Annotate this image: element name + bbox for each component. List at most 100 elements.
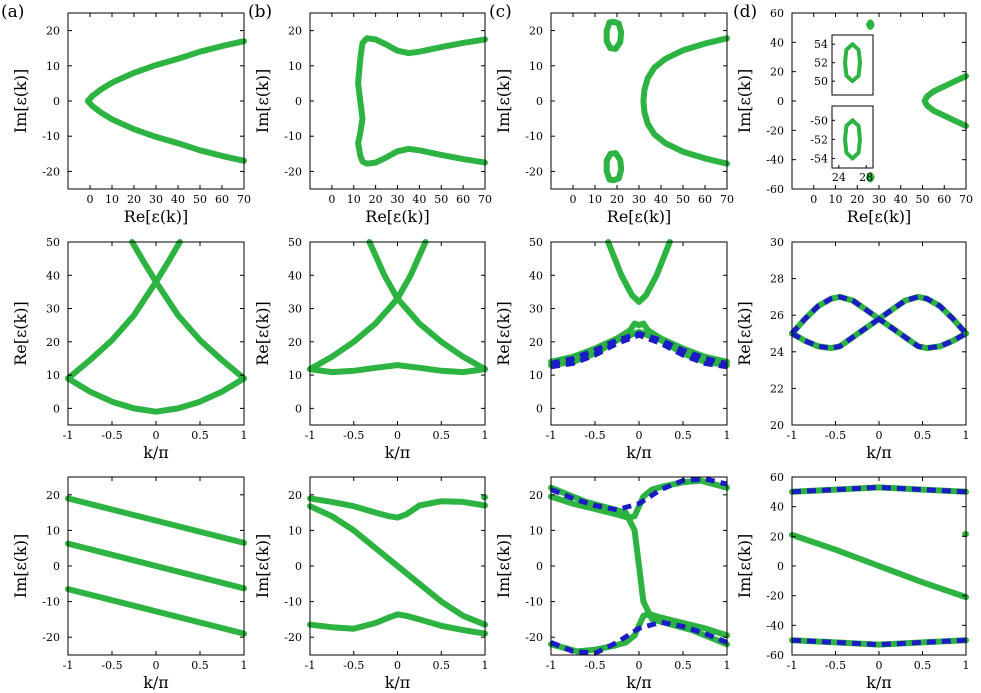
y-axis-label-d-top: Im[ε(k)] xyxy=(735,69,754,133)
x-tick-label-b-top-3: 30 xyxy=(391,193,405,206)
x-tick-label-a-top-5: 50 xyxy=(193,193,207,206)
y-tick-label-c-mid-2: 20 xyxy=(529,336,543,349)
inset-d-top-0: 50 52 54 xyxy=(814,34,874,96)
y-tick-label-d-bot-5: 40 xyxy=(770,501,784,514)
y-tick-label-b-mid-3: 30 xyxy=(288,303,302,316)
x-tick-label-b-bot-2: 0 xyxy=(394,659,401,672)
series-c-mid-0 xyxy=(605,239,673,305)
x-tick-label-c-top-5: 50 xyxy=(676,193,690,206)
series-b-mid-2 xyxy=(366,239,488,373)
x-tick-label-c-mid-2: 0 xyxy=(636,429,643,442)
series-a-bot-2 xyxy=(65,586,247,637)
axes-frame-a-top xyxy=(67,12,245,190)
plot-a-bot: -1 -0.5 0 0.5 1 -20 -10 0 10 20 k/π Im[ε(k)] xyxy=(11,476,248,692)
x-tick-label-b-top-0: 0 xyxy=(328,193,335,206)
panel-letter-c: (c) xyxy=(489,2,512,22)
x-tick-label-d-top-4: 40 xyxy=(894,193,908,206)
x-tick-label-d-mid-4: 1 xyxy=(963,429,970,442)
y-tick-label-c-mid-3: 30 xyxy=(529,303,543,316)
x-tick-label-b-mid-1: -0.5 xyxy=(343,429,364,442)
y-tick-label-b-bot-0: -20 xyxy=(284,631,302,644)
y-tick-label-c-top-3: 10 xyxy=(529,60,543,73)
x-tick-label-a-top-4: 40 xyxy=(171,193,185,206)
x-axis-label-c-top: Re[ε(k)] xyxy=(607,207,671,226)
y-tick-label-c-bot-3: 10 xyxy=(529,524,543,537)
x-axis-label-d-mid: k/π xyxy=(866,443,892,462)
series-d-bot-2 xyxy=(789,531,969,601)
series-c-bot-2 xyxy=(548,611,730,655)
y-axis-label-b-mid: Re[ε(k)] xyxy=(253,301,272,365)
y-tick-label-b-top-2: 0 xyxy=(295,95,302,108)
x-axis-label-b-bot: k/π xyxy=(385,673,411,692)
y-tick-label-c-top-4: 20 xyxy=(529,25,543,38)
series-b-bot-0 xyxy=(307,495,488,521)
series-a-mid-2 xyxy=(129,239,247,382)
y-tick-label-d-mid-4: 28 xyxy=(770,273,784,286)
x-tick-label-d-mid-3: 0.5 xyxy=(914,429,932,442)
x-tick-label-c-bot-2: 0 xyxy=(636,659,643,672)
y-axis-label-a-mid: Re[ε(k)] xyxy=(11,301,30,365)
y-tick-label-d-top-1: -40 xyxy=(766,154,784,167)
y-tick-label-a-bot-2: 0 xyxy=(53,560,60,573)
y-tick-label-c-mid-4: 40 xyxy=(529,269,543,282)
y-tick-label-a-top-3: 10 xyxy=(46,60,60,73)
x-tick-label-c-bot-3: 0.5 xyxy=(674,659,692,672)
y-tick-label-d-mid-2: 24 xyxy=(770,346,784,359)
y-tick-label-d-bot-1: -40 xyxy=(766,619,784,632)
inset-y-tick-label-0-2: 54 xyxy=(814,38,828,51)
x-tick-label-b-top-7: 70 xyxy=(478,193,492,206)
x-tick-label-c-mid-4: 1 xyxy=(724,429,731,442)
x-tick-label-c-mid-3: 0.5 xyxy=(674,429,692,442)
series-d-top-1 xyxy=(866,19,875,30)
axes-frame-c-top xyxy=(550,12,728,190)
y-tick-label-b-bot-3: 10 xyxy=(288,524,302,537)
series-c-bot-3 xyxy=(550,476,728,513)
x-tick-label-b-mid-4: 1 xyxy=(482,429,489,442)
y-tick-label-c-bot-1: -10 xyxy=(525,596,543,609)
y-tick-label-b-top-3: 10 xyxy=(288,60,302,73)
x-tick-label-b-top-5: 50 xyxy=(434,193,448,206)
y-tick-label-a-mid-2: 20 xyxy=(46,336,60,349)
series-d-mid-3 xyxy=(790,294,968,351)
x-tick-label-d-bot-2: 0 xyxy=(876,659,883,672)
series-a-mid-1 xyxy=(65,239,183,382)
x-tick-label-a-mid-3: 0.5 xyxy=(191,429,209,442)
series-d-top-2 xyxy=(866,172,875,183)
x-tick-label-d-mid-2: 0 xyxy=(876,429,883,442)
series-a-bot-1 xyxy=(65,540,247,592)
y-tick-label-d-mid-1: 22 xyxy=(770,382,784,395)
x-tick-label-a-mid-1: -0.5 xyxy=(101,429,122,442)
plot-b-top: 0 10 20 30 40 50 60 70-20-1001020Re[ε(k)]Im[ε(k… xyxy=(253,12,492,226)
y-tick-label-d-bot-2: -20 xyxy=(766,590,784,603)
y-tick-label-b-top-0: -20 xyxy=(284,165,302,178)
plot-b-bot: -1 -0.5 0 0.5 1 -20 -10 0 10 20 k/π Im[ε(k)] xyxy=(253,476,489,692)
x-axis-label-b-top: Re[ε(k)] xyxy=(365,207,429,226)
y-axis-label-d-bot: Im[ε(k)] xyxy=(735,534,754,598)
x-tick-label-c-bot-0: -1 xyxy=(546,659,557,672)
y-tick-label-a-bot-1: -10 xyxy=(42,596,60,609)
x-tick-label-a-top-3: 30 xyxy=(149,193,163,206)
inset-y-tick-label-1-0: -50 xyxy=(810,114,828,127)
y-tick-label-b-mid-4: 40 xyxy=(288,269,302,282)
x-tick-label-a-mid-2: 0 xyxy=(153,429,160,442)
x-tick-label-d-top-6: 60 xyxy=(937,193,951,206)
y-tick-label-a-mid-1: 10 xyxy=(46,369,60,382)
plot-d-bot: -1 -0.5 0 0.5 1 -60 -40 -20 0 20 40 60 k/π Im[ε(k)] xyxy=(735,471,970,692)
x-tick-label-d-top-5: 50 xyxy=(916,193,930,206)
x-tick-label-a-mid-4: 1 xyxy=(241,429,248,442)
series-c-top-0 xyxy=(640,35,730,167)
y-tick-label-c-bot-0: -20 xyxy=(525,631,543,644)
series-b-bot-2 xyxy=(307,611,488,637)
y-tick-label-a-top-0: -20 xyxy=(42,165,60,178)
panel-letter-d: (d) xyxy=(733,2,757,22)
x-tick-label-b-mid-2: 0 xyxy=(394,429,401,442)
inset-y-tick-label-0-1: 52 xyxy=(814,57,828,70)
y-tick-label-c-top-0: -20 xyxy=(525,165,543,178)
x-tick-label-c-top-0: 0 xyxy=(570,193,577,206)
plot-a-top: 0 10 20 30 40 50 60 70-20-1001020Re[ε(k)]Im[ε(k… xyxy=(11,12,251,226)
x-axis-label-b-mid: k/π xyxy=(385,443,411,462)
y-axis-label-d-mid: Re[ε(k)] xyxy=(735,301,754,365)
x-tick-label-b-bot-0: -1 xyxy=(305,659,316,672)
series-c-bot-0 xyxy=(548,477,730,521)
